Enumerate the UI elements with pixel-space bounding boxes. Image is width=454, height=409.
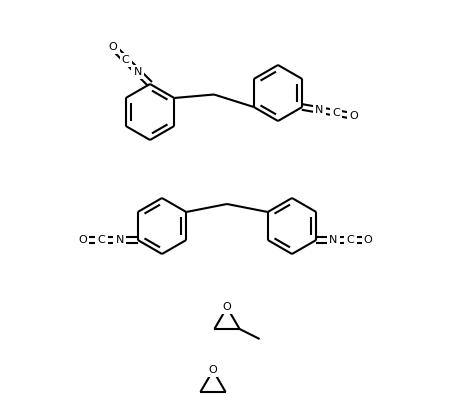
Text: C: C	[122, 55, 129, 65]
Text: C: C	[98, 235, 105, 245]
Text: N: N	[329, 235, 338, 245]
Text: O: O	[222, 302, 232, 312]
Text: N: N	[133, 67, 142, 77]
Text: O: O	[109, 42, 118, 52]
Text: C: C	[347, 235, 355, 245]
Text: O: O	[364, 235, 373, 245]
Text: N: N	[115, 235, 124, 245]
Text: O: O	[209, 365, 217, 375]
Text: N: N	[315, 105, 323, 115]
Text: O: O	[79, 235, 87, 245]
Text: O: O	[349, 111, 358, 121]
Text: C: C	[332, 108, 340, 118]
